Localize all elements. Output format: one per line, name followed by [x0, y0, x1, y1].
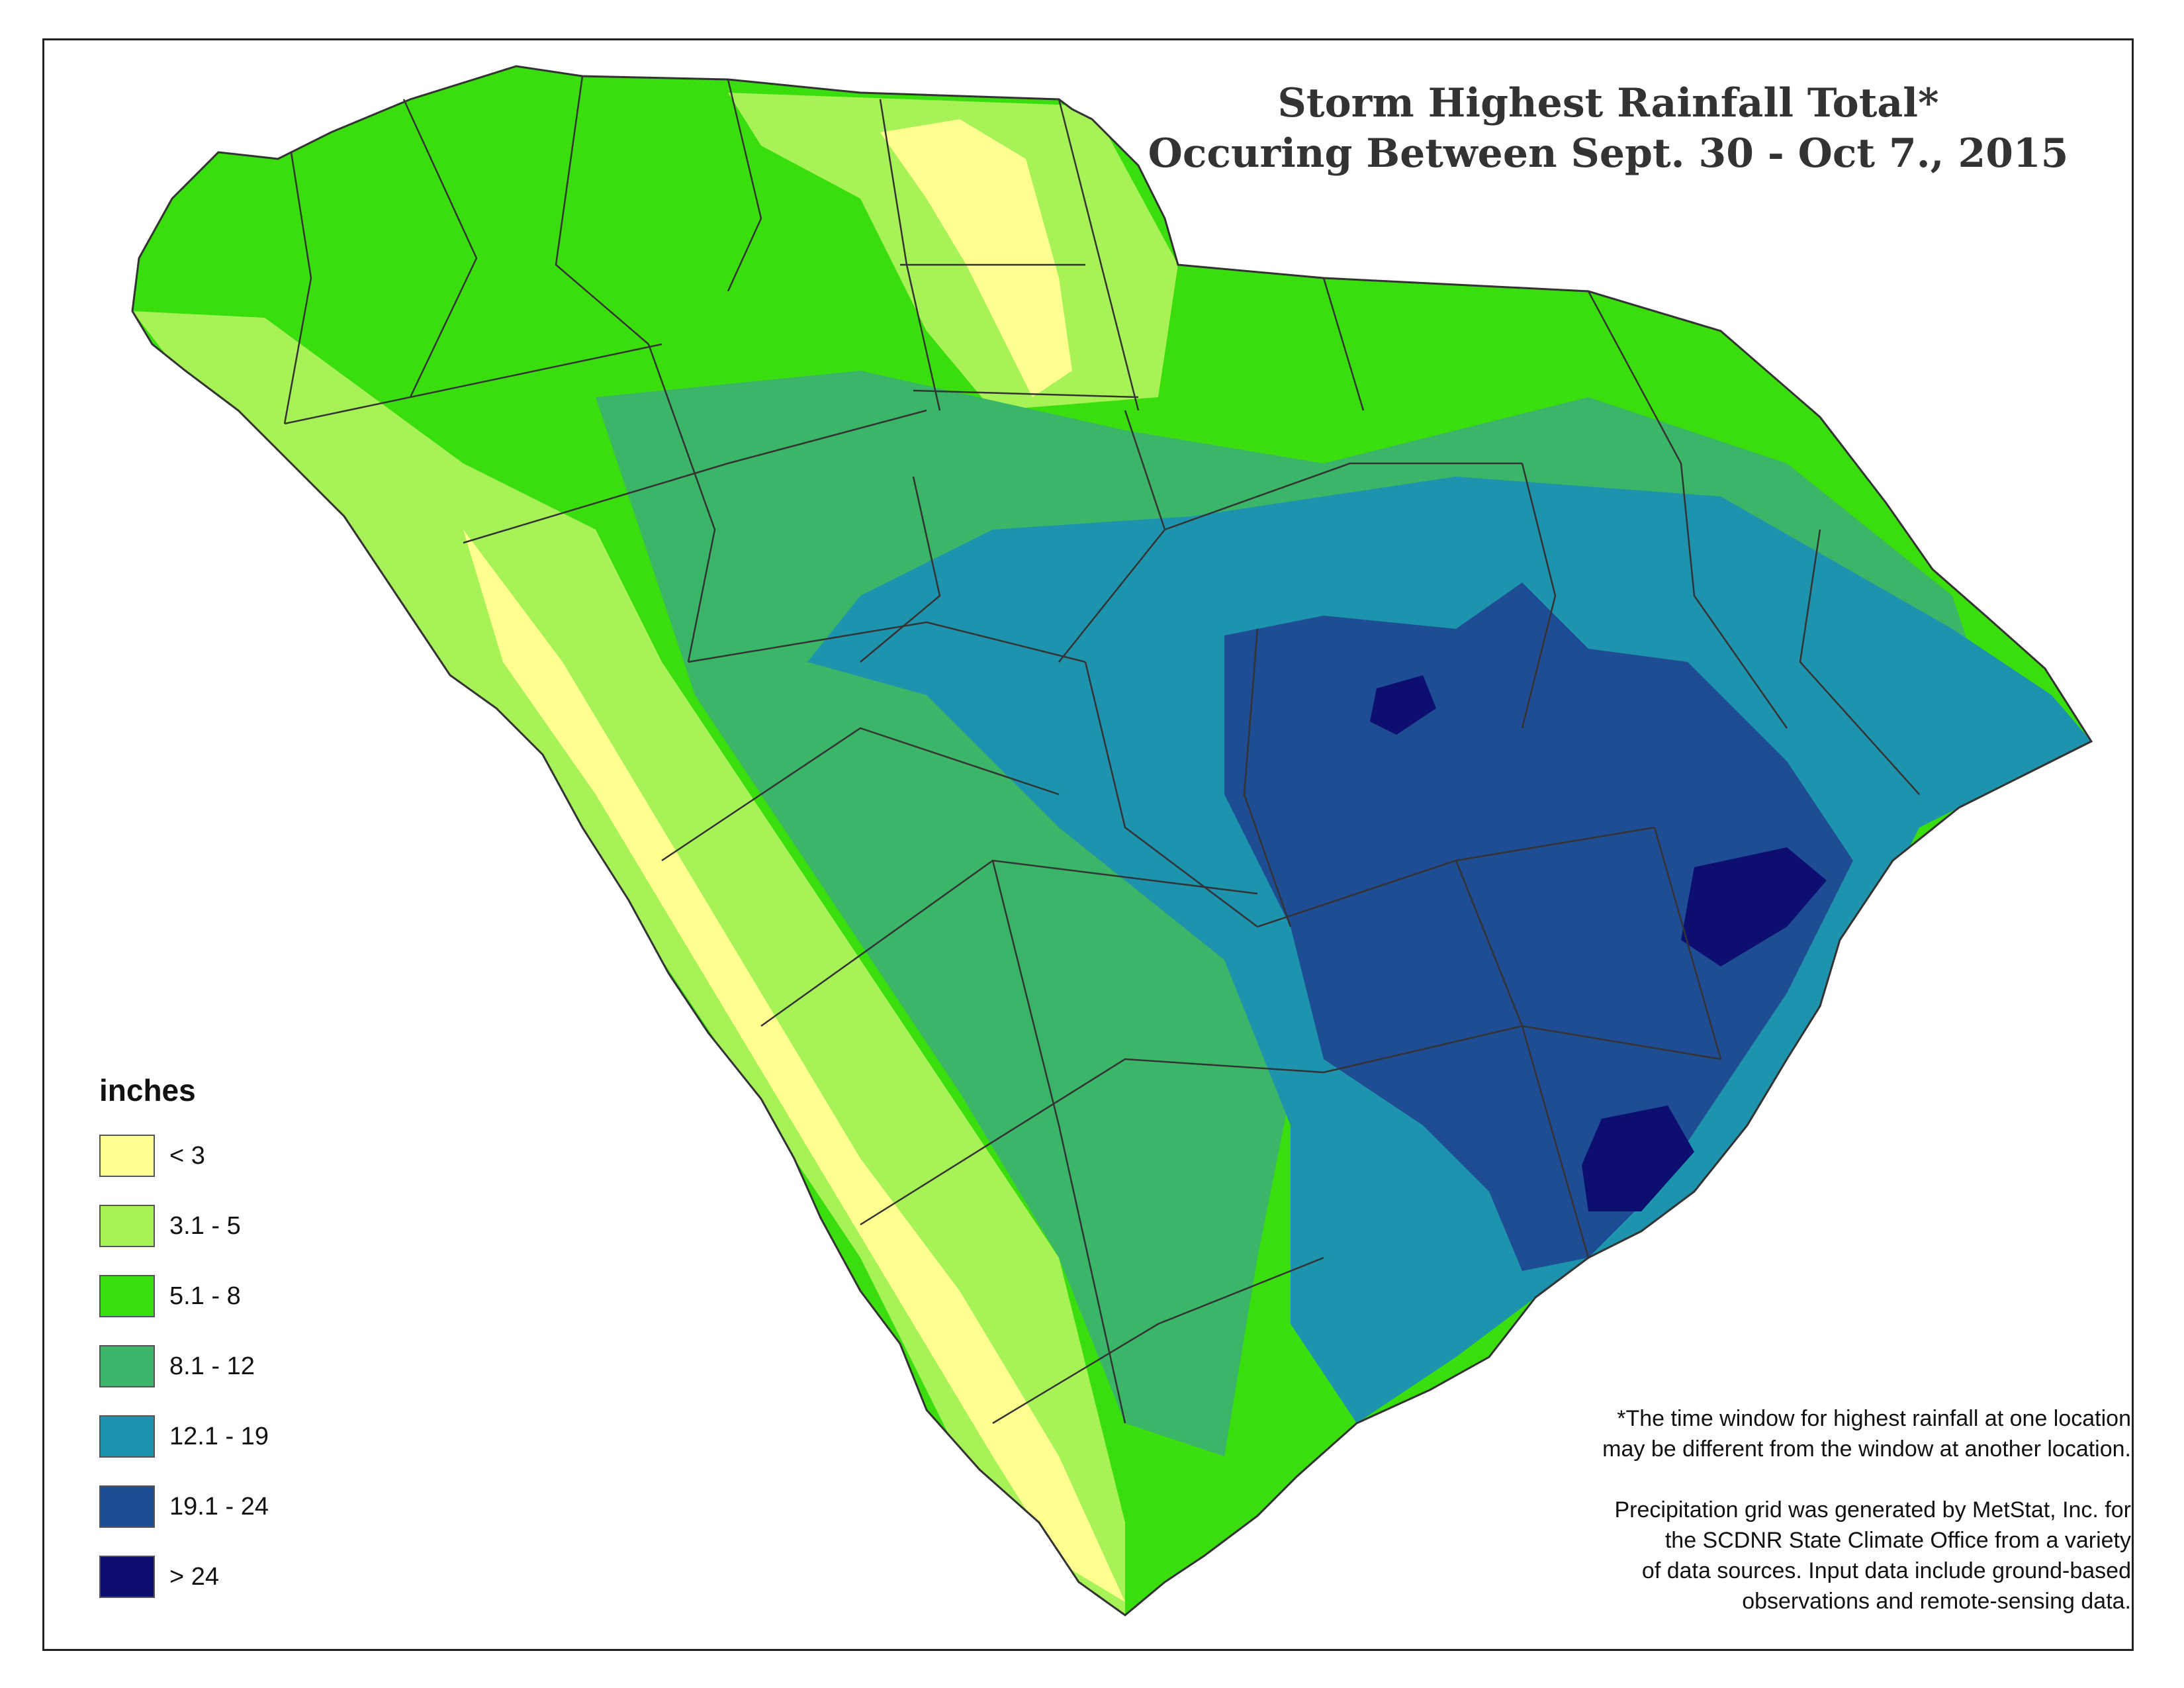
legend-item: 5.1 - 8	[99, 1267, 364, 1325]
legend-label: 19.1 - 24	[169, 1492, 269, 1521]
footnote: *The time window for highest rainfall at…	[1377, 1403, 2131, 1464]
map-title-line2: Occuring Between Sept. 30 - Oct 7., 2015	[1148, 130, 2069, 177]
source-line1: Precipitation grid was generated by MetS…	[1614, 1497, 2131, 1523]
legend-item: 3.1 - 5	[99, 1197, 364, 1255]
zone-over-24-central	[1370, 675, 1436, 735]
source-line3: of data sources. Input data include grou…	[1641, 1558, 2131, 1583]
zone-under-3-north	[880, 119, 1072, 397]
legend-label: 3.1 - 5	[169, 1211, 241, 1240]
zone-over-24-coast	[1582, 1105, 1694, 1211]
legend-swatch	[99, 1205, 155, 1247]
notes: *The time window for highest rainfall at…	[1377, 1403, 2131, 1617]
footnote-line2: may be different from the window at anot…	[1602, 1436, 2131, 1462]
legend-label: 8.1 - 12	[169, 1352, 255, 1380]
zone-under-3-southwest	[463, 530, 1125, 1602]
legend-rows: < 3 3.1 - 5 5.1 - 8 8.1 - 12 12.1 - 19 19.1 -…	[99, 1127, 364, 1606]
legend-item: > 24	[99, 1548, 364, 1606]
legend-item: 8.1 - 12	[99, 1337, 364, 1395]
legend-swatch	[99, 1485, 155, 1528]
zone-over-24-east	[1681, 847, 1827, 966]
legend-swatch	[99, 1135, 155, 1177]
legend-swatch	[99, 1556, 155, 1598]
source-line4: observations and remote-sensing data.	[1742, 1589, 2131, 1614]
footnote-line1: *The time window for highest rainfall at…	[1617, 1406, 2131, 1431]
legend-swatch	[99, 1415, 155, 1458]
legend-label: > 24	[169, 1562, 220, 1591]
map-title-line1: Storm Highest Rainfall Total*	[1277, 80, 1939, 126]
legend-swatch	[99, 1275, 155, 1317]
source-line2: the SCDNR State Climate Office from a va…	[1664, 1528, 2131, 1553]
legend-label: 12.1 - 19	[169, 1422, 269, 1450]
legend-swatch	[99, 1345, 155, 1387]
legend-item: 12.1 - 19	[99, 1407, 364, 1466]
legend-title: inches	[99, 1073, 196, 1107]
map-title: Storm Highest Rainfall Total* Occuring B…	[1099, 78, 2118, 179]
legend: inches < 3 3.1 - 5 5.1 - 8 8.1 - 12 12.1 - 1…	[99, 1072, 364, 1618]
source-note: Precipitation grid was generated by MetS…	[1377, 1495, 2131, 1617]
zone-19-24	[1224, 583, 1853, 1271]
legend-label: 5.1 - 8	[169, 1282, 241, 1310]
legend-item: < 3	[99, 1127, 364, 1185]
legend-item: 19.1 - 24	[99, 1477, 364, 1536]
legend-label: < 3	[169, 1141, 205, 1170]
county-boundaries	[283, 75, 1920, 1425]
